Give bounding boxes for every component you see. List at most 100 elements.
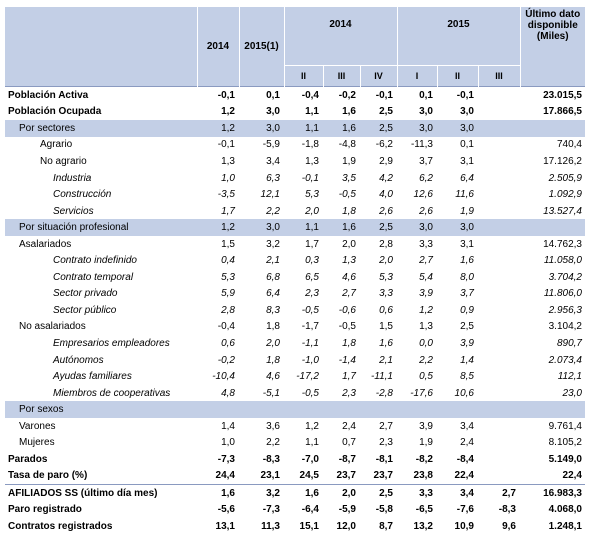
value-cell: -6,4 — [301, 504, 319, 516]
value-cell: 1,1 — [305, 437, 319, 449]
value-cell: -8,7 — [338, 453, 356, 465]
row-label: Industria — [53, 172, 92, 184]
value-cell: 2,5 — [360, 484, 397, 502]
row-label: Paro registrado — [8, 504, 82, 516]
value-cell: 2,9 — [379, 155, 393, 167]
row-label: Por sectores — [5, 120, 197, 137]
value-cell: 4,2 — [379, 172, 393, 184]
value-cell: -0,5 — [338, 189, 356, 201]
value-cell: 1,8 — [342, 205, 356, 217]
table-row: Por sectores 1,2 3,0 1,1 1,6 2,5 3,0 3,0 — [5, 120, 585, 137]
value-cell: 23,1 — [260, 470, 280, 482]
value-cell: 3,3 — [397, 484, 437, 502]
value-cell: 22,4 — [562, 470, 582, 482]
value-cell: 4,6 — [342, 271, 356, 283]
value-cell: -1,4 — [338, 354, 356, 366]
value-cell: -7,3 — [217, 453, 235, 465]
value-cell: 1,5 — [379, 321, 393, 333]
row-label: Asalariados — [19, 238, 72, 250]
value-cell — [478, 352, 520, 369]
value-cell: -5,8 — [375, 504, 393, 516]
value-cell: 1,1 — [305, 106, 319, 118]
value-cell — [437, 401, 478, 418]
value-cell — [478, 401, 520, 418]
value-cell — [478, 153, 520, 170]
row-label: Servicios — [53, 205, 94, 217]
value-cell: -3,5 — [217, 189, 235, 201]
value-cell — [478, 236, 520, 253]
value-cell — [478, 468, 520, 485]
value-cell: 1,2 — [197, 219, 239, 236]
value-cell: -2,8 — [375, 387, 393, 399]
value-cell: 0,7 — [342, 437, 356, 449]
value-cell: 3,4 — [437, 484, 478, 502]
table-row: Empresarios empleadores 0,6 2,0 -1,1 1,8 1,6 0… — [5, 335, 585, 352]
value-cell: 4,8 — [221, 387, 235, 399]
table-row: Mujeres 1,0 2,2 1,1 0,7 2,3 1,9 2,4 8.105,2 — [5, 434, 585, 451]
value-cell: 3,2 — [266, 238, 280, 250]
value-cell: 0,0 — [419, 337, 433, 349]
value-cell — [360, 401, 397, 418]
value-cell: 8,7 — [379, 520, 393, 532]
value-cell: 9.761,4 — [548, 420, 582, 432]
value-cell: 12,0 — [336, 520, 356, 532]
value-cell — [239, 401, 284, 418]
header-latest-line1: Último dato — [525, 9, 581, 20]
value-cell: 2.505,9 — [548, 172, 582, 184]
header-quarter: I — [396, 65, 437, 87]
table-row: Por situación profesional 1,2 3,0 1,1 1,6 2,5… — [5, 219, 585, 236]
table-body: Población Activa -0,1 0,1 -0,4 -0,2 -0,1 0,1 -0… — [5, 85, 585, 535]
value-cell: 890,7 — [556, 337, 582, 349]
header-group-2014: 2014 — [283, 7, 397, 66]
value-cell: 1,7 — [305, 238, 319, 250]
value-cell — [520, 120, 585, 137]
value-cell — [323, 401, 360, 418]
value-cell: 1,6 — [460, 255, 474, 267]
value-cell: -1,7 — [301, 321, 319, 333]
value-cell: -7,3 — [262, 504, 280, 516]
value-cell: -7,0 — [301, 453, 319, 465]
value-cell: -0,5 — [301, 387, 319, 399]
value-cell: 740,4 — [556, 139, 582, 151]
value-cell: -0,2 — [323, 85, 360, 104]
row-label: Mujeres — [19, 437, 55, 449]
value-cell: 3,0 — [437, 120, 478, 137]
table-row: Agrario -0,1 -5,9 -1,8 -4,8 -6,2 -11,3 0,1 740,4 — [5, 137, 585, 154]
value-cell: -0,1 — [437, 85, 478, 104]
value-cell: 2,7 — [342, 288, 356, 300]
value-cell: 1,0 — [221, 172, 235, 184]
value-cell: 2,5 — [460, 321, 474, 333]
value-cell: 3,0 — [419, 106, 433, 118]
value-cell: 0,4 — [221, 255, 235, 267]
value-cell: 14.762,3 — [543, 238, 582, 250]
value-cell: 2,4 — [460, 437, 474, 449]
value-cell: -5,1 — [262, 387, 280, 399]
value-cell: 2,8 — [379, 238, 393, 250]
table-row: Paro registrado -5,6 -7,3 -6,4 -5,9 -5,8 -6,5 -… — [5, 502, 585, 519]
value-cell — [478, 137, 520, 154]
value-cell: 6,5 — [305, 271, 319, 283]
value-cell: 1.248,1 — [548, 520, 582, 532]
row-label: Empresarios empleadores — [53, 337, 170, 349]
value-cell — [478, 451, 520, 468]
value-cell: 5.149,0 — [548, 453, 582, 465]
value-cell: 12,1 — [260, 189, 280, 201]
header-blank-cell — [5, 7, 197, 87]
value-cell: 1,1 — [284, 219, 323, 236]
value-cell: 4,0 — [379, 189, 393, 201]
value-cell: 2,7 — [419, 255, 433, 267]
value-cell: 11,6 — [455, 189, 474, 201]
value-cell: 5,3 — [379, 271, 393, 283]
row-label: Población Activa — [5, 85, 197, 104]
value-cell: 3,9 — [419, 288, 433, 300]
value-cell: 2,2 — [419, 354, 433, 366]
value-cell: 23,7 — [373, 470, 393, 482]
value-cell — [397, 401, 437, 418]
table-row: Población Ocupada 1,2 3,0 1,1 1,6 2,5 3,0 3,0 17… — [5, 104, 585, 121]
row-label: Tasa de paro (%) — [8, 470, 88, 482]
value-cell: 3.704,2 — [548, 271, 582, 283]
value-cell: -0,1 — [217, 139, 235, 151]
value-cell: 6,2 — [419, 172, 433, 184]
value-cell: 9,6 — [502, 520, 516, 532]
value-cell: 3,6 — [266, 420, 280, 432]
